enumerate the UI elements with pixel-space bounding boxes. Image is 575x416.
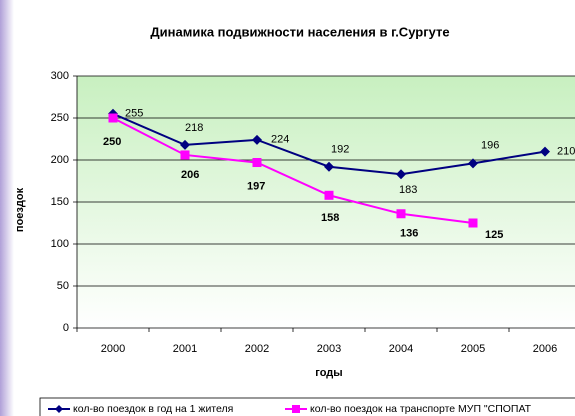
data-label: 125 (485, 229, 503, 241)
y-tick-label: 250 (51, 112, 69, 124)
y-tick-label: 150 (51, 196, 69, 208)
data-label: 250 (103, 136, 121, 148)
legend-label: кол-во поездок на транспорте МУП "СПОПАТ (310, 403, 532, 415)
data-label: 255 (125, 108, 143, 120)
data-label: 183 (399, 184, 417, 196)
series-layer: 255 218 224 192 183 196 210 250 206 197 158 136 125 к… (73, 108, 575, 415)
x-tick-label: 2003 (317, 343, 341, 355)
chart-title: Динамика подвижности населения в г.Сургу… (150, 24, 449, 39)
data-label: 158 (321, 212, 339, 224)
x-tick-label: 2004 (389, 343, 413, 355)
marker (396, 169, 406, 180)
x-tick-label: 2006 (533, 343, 557, 355)
marker (468, 158, 478, 169)
marker (396, 209, 406, 219)
y-tick-label: 200 (51, 154, 69, 166)
data-label: 224 (271, 134, 289, 146)
data-label: 218 (185, 122, 203, 134)
legend-marker (55, 405, 63, 413)
legend-label: кол-во поездок в год на 1 жителя (73, 403, 233, 415)
marker (324, 190, 334, 200)
x-axis-label: годы (315, 367, 342, 379)
data-label: 206 (181, 169, 199, 181)
data-label: 210 (557, 146, 575, 158)
marker (468, 218, 478, 228)
data-label: 197 (247, 180, 265, 192)
marker (540, 146, 550, 157)
y-tick-label: 100 (51, 238, 69, 250)
marker (324, 161, 334, 172)
data-label: 136 (400, 228, 418, 240)
data-label: 196 (481, 139, 499, 151)
marker (252, 158, 262, 168)
x-tick-label: 2000 (101, 343, 125, 355)
series-line (112, 117, 474, 224)
x-tick-label: 2005 (461, 343, 485, 355)
marker (252, 134, 262, 145)
marker (108, 113, 118, 123)
side-strip (0, 0, 14, 416)
y-tick-label: 300 (51, 70, 69, 82)
marker (180, 139, 190, 150)
x-tick-label: 2002 (245, 343, 269, 355)
legend (39, 397, 575, 416)
y-tick-label: 50 (57, 280, 69, 292)
y-axis-label: поездок (14, 187, 26, 232)
y-tick-label: 0 (63, 322, 69, 334)
marker (180, 150, 190, 160)
legend-marker (292, 405, 300, 413)
data-label: 192 (331, 144, 349, 156)
x-tick-label: 2001 (173, 343, 197, 355)
